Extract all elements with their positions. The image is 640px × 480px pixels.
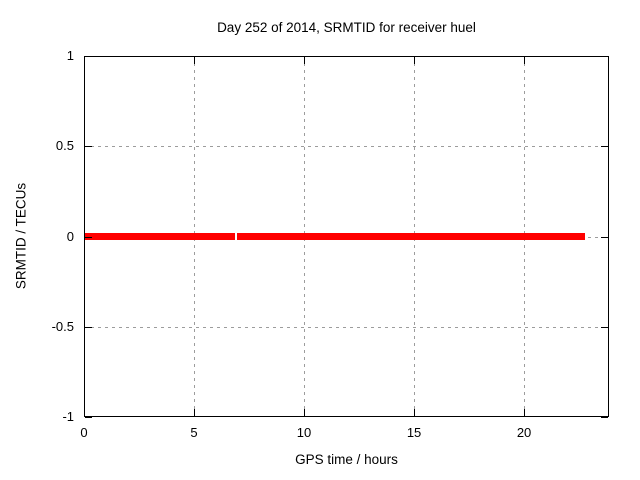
y-tick-label: 0.5	[55, 138, 74, 154]
y-tick-mark	[85, 236, 92, 238]
gridline-horizontal	[84, 146, 609, 148]
y-tick-mark-right	[601, 326, 608, 328]
y-tick-mark-right	[601, 56, 608, 57]
x-tick-mark	[414, 409, 416, 416]
x-axis-label: GPS time / hours	[295, 452, 398, 467]
series-segment	[236, 233, 585, 240]
y-tick-mark	[85, 146, 92, 148]
y-tick-mark-right	[601, 236, 608, 238]
x-tick-mark	[524, 409, 526, 416]
series-segment	[84, 233, 235, 240]
x-tick-mark	[194, 409, 196, 416]
gridline-horizontal	[84, 326, 609, 328]
x-tick-mark-top	[414, 57, 416, 64]
plot-border	[84, 56, 609, 417]
y-tick-mark	[85, 56, 92, 57]
y-tick-label: 1	[66, 48, 74, 63]
x-tick-label: 5	[190, 425, 198, 440]
x-tick-label: 15	[406, 425, 422, 440]
y-tick-label: -1	[62, 409, 74, 424]
y-tick-mark-right	[601, 146, 608, 148]
x-tick-mark-top	[524, 57, 526, 64]
y-tick-mark-right	[601, 417, 608, 418]
chart-title: Day 252 of 2014, SRMTID for receiver hue…	[217, 20, 476, 35]
x-tick-mark-top	[194, 57, 196, 64]
y-tick-label: 0	[66, 228, 74, 244]
x-tick-label: 10	[296, 425, 312, 440]
y-tick-mark	[85, 417, 92, 418]
x-tick-label: 0	[80, 425, 88, 440]
x-tick-mark-top	[304, 57, 306, 64]
x-tick-mark-top	[84, 57, 85, 64]
y-tick-label: -0.5	[51, 318, 74, 334]
x-tick-mark	[304, 409, 306, 416]
x-tick-mark	[84, 409, 85, 416]
x-tick-label: 20	[516, 425, 532, 440]
y-tick-mark	[85, 326, 92, 328]
